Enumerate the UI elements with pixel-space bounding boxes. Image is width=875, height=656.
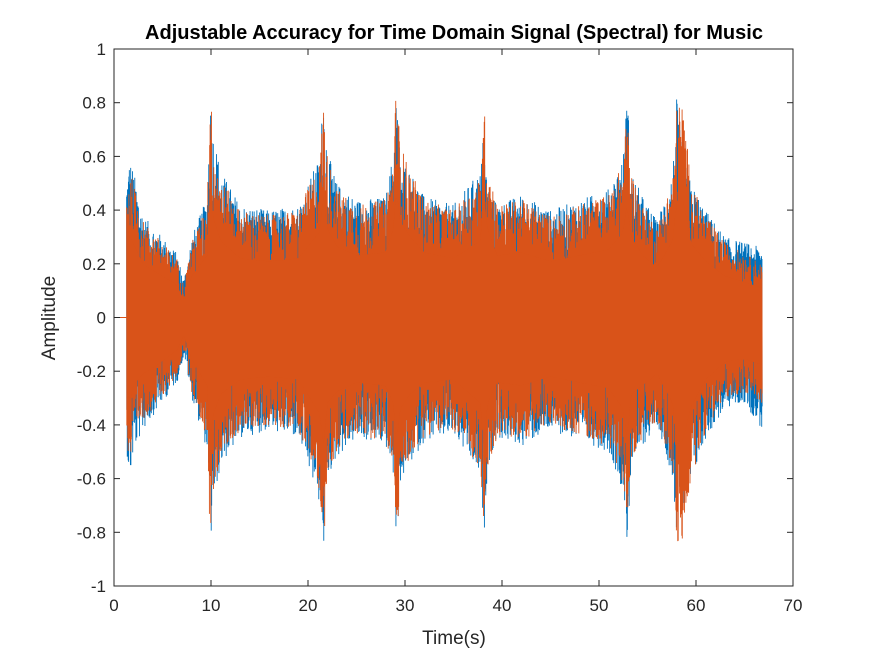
- x-tick-label: 10: [202, 596, 221, 615]
- x-tick-label: 60: [687, 596, 706, 615]
- y-tick-label: -0.4: [77, 416, 106, 435]
- x-tick-label: 40: [493, 596, 512, 615]
- x-tick-label: 30: [396, 596, 415, 615]
- axes: 0 10 20 30 40 50 60 70 -1 -0.8 -0.6 -0.4 -0.2 0 0.2 0.4…: [77, 40, 803, 615]
- chart-title: Adjustable Accuracy for Time Domain Sign…: [145, 22, 763, 44]
- y-tick-label: -0.8: [77, 523, 106, 542]
- x-tick-label: 70: [784, 596, 803, 615]
- y-tick-label: 0: [97, 309, 106, 328]
- series-2-core: [126, 196, 762, 445]
- y-tick-label: -1: [91, 577, 106, 596]
- plot-area: [114, 99, 763, 542]
- x-axis-label: Time(s): [422, 628, 486, 649]
- y-axis-label: Amplitude: [39, 276, 60, 361]
- series-2: [126, 100, 763, 542]
- x-tick-label: 20: [299, 596, 318, 615]
- y-tick-label: 0.2: [82, 255, 106, 274]
- x-tick-label: 0: [109, 596, 118, 615]
- y-tick-label: 1: [97, 40, 106, 59]
- y-tick-label: -0.2: [77, 362, 106, 381]
- y-tick-label: 0.8: [82, 94, 106, 113]
- y-tick-label: -0.6: [77, 470, 106, 489]
- x-tick-label: 50: [590, 596, 609, 615]
- y-tick-label: 0.4: [82, 201, 106, 220]
- y-tick-label: 0.6: [82, 147, 106, 166]
